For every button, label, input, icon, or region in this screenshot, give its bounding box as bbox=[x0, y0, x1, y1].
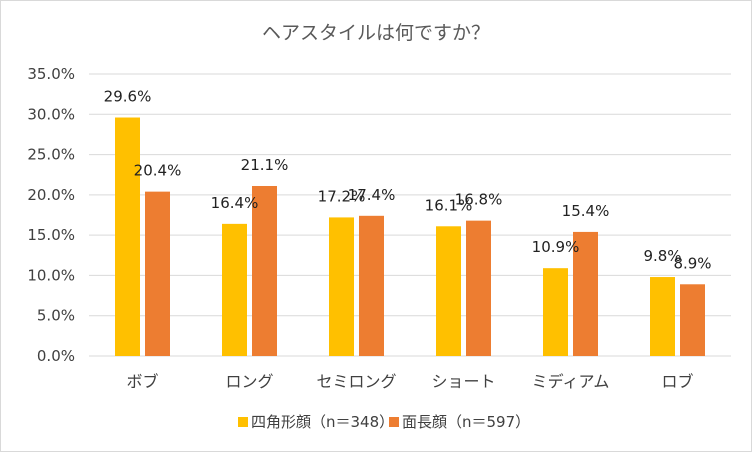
data-label: 9.8% bbox=[643, 247, 681, 265]
legend: 四角形顔（n＝348） 面長顔（n＝597） bbox=[238, 413, 530, 431]
data-label: 29.6% bbox=[104, 88, 152, 106]
x-category-label: ショート bbox=[431, 372, 495, 391]
bar-long-face bbox=[359, 215, 384, 356]
y-tick-label: 15.0% bbox=[27, 226, 75, 244]
y-tick-label: 30.0% bbox=[27, 105, 75, 123]
data-label: 16.1% bbox=[425, 196, 473, 214]
data-label: 17.4% bbox=[348, 186, 396, 204]
bar-square-face bbox=[543, 268, 568, 356]
bar-long-face bbox=[145, 191, 170, 356]
bars bbox=[115, 117, 705, 356]
y-tick-label: 10.0% bbox=[27, 266, 75, 284]
bar-long-face bbox=[573, 231, 598, 356]
x-category-label: ロング bbox=[225, 372, 273, 391]
data-label: 10.9% bbox=[532, 238, 580, 256]
gridlines bbox=[89, 73, 731, 357]
y-tick-label: 25.0% bbox=[27, 146, 75, 164]
bar-long-face bbox=[252, 185, 277, 356]
x-category-label: セミロング bbox=[316, 372, 396, 391]
data-label: 20.4% bbox=[134, 162, 182, 180]
y-tick-label: 0.0% bbox=[37, 347, 75, 365]
chart-title: ヘアスタイルは何ですか？ bbox=[262, 22, 490, 44]
bar-square-face bbox=[650, 277, 675, 356]
data-label: 15.4% bbox=[562, 202, 610, 220]
bar-square-face bbox=[329, 217, 354, 356]
x-category-label: ロブ bbox=[661, 372, 693, 391]
legend-label: 四角形顔（n＝348） bbox=[251, 413, 394, 431]
y-tick-label: 20.0% bbox=[27, 186, 75, 204]
bar-long-face bbox=[466, 220, 491, 356]
data-label: 21.1% bbox=[241, 156, 289, 174]
x-axis-category-labels: ボブ ロング セミロング ショート ミディアム ロブ bbox=[126, 372, 693, 391]
bar-square-face bbox=[436, 226, 461, 356]
data-label: 16.4% bbox=[211, 194, 259, 212]
data-label: 16.8% bbox=[455, 191, 503, 209]
legend-swatch bbox=[389, 417, 399, 427]
y-axis-tick-labels: 0.0% 5.0% 10.0% 15.0% 20.0% 25.0% 30.0% 35.0% bbox=[27, 65, 75, 365]
data-label: 17.2% bbox=[318, 187, 366, 205]
bar-square-face bbox=[115, 117, 140, 356]
bar-square-face bbox=[222, 223, 247, 356]
legend-label: 面長顔（n＝597） bbox=[402, 413, 530, 431]
bar-long-face bbox=[680, 284, 705, 356]
data-label: 8.9% bbox=[673, 254, 711, 272]
x-category-label: ミディアム bbox=[532, 372, 610, 391]
x-category-label: ボブ bbox=[126, 372, 158, 391]
legend-swatch bbox=[238, 417, 248, 427]
y-tick-label: 5.0% bbox=[37, 307, 75, 325]
data-labels: 29.6% 20.4% 16.4% 21.1% 17.2%17.4% 16.1%16.8%… bbox=[104, 88, 712, 273]
y-tick-label: 35.0% bbox=[27, 65, 75, 83]
